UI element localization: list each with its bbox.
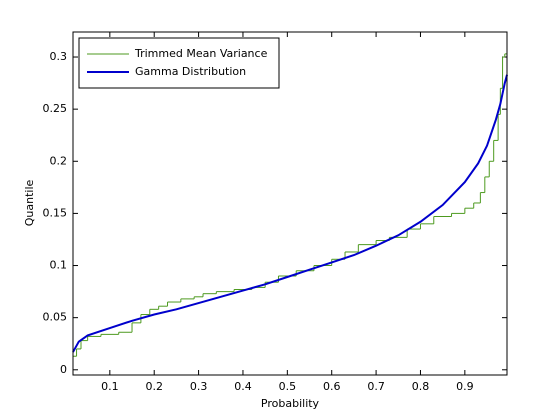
y-tick-label: 0.15 bbox=[43, 206, 68, 219]
legend-label: Gamma Distribution bbox=[135, 65, 246, 78]
y-axis-label: Quantile bbox=[23, 180, 36, 227]
y-tick-label: 0.25 bbox=[43, 102, 68, 115]
x-tick-label: 0.2 bbox=[145, 380, 163, 393]
legend-label: Trimmed Mean Variance bbox=[134, 47, 268, 60]
y-tick-label: 0.3 bbox=[50, 50, 68, 63]
x-axis-label: Probability bbox=[261, 397, 320, 410]
x-tick-label: 0.8 bbox=[412, 380, 430, 393]
x-tick-label: 0.3 bbox=[190, 380, 208, 393]
y-tick-label: 0.2 bbox=[50, 154, 68, 167]
x-tick-label: 0.5 bbox=[279, 380, 297, 393]
y-tick-label: 0.1 bbox=[50, 259, 68, 272]
y-tick-label: 0.05 bbox=[43, 311, 68, 324]
series-line bbox=[72, 74, 508, 353]
x-tick-label: 0.9 bbox=[456, 380, 474, 393]
x-tick-label: 0.6 bbox=[323, 380, 341, 393]
x-tick-label: 0.4 bbox=[234, 380, 252, 393]
y-tick-label: 0 bbox=[60, 363, 67, 376]
x-tick-label: 0.7 bbox=[367, 380, 385, 393]
x-tick-label: 0.1 bbox=[101, 380, 119, 393]
axes-box bbox=[72, 31, 508, 376]
legend-box bbox=[78, 37, 280, 89]
